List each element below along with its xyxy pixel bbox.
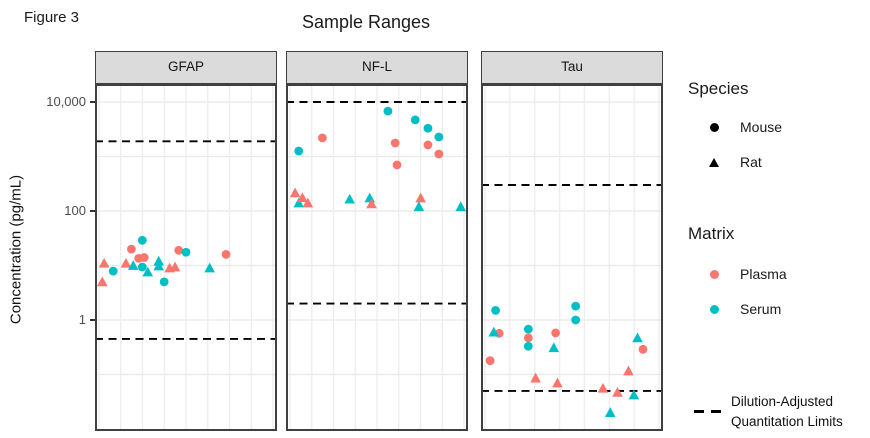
data-point bbox=[181, 247, 191, 257]
data-point bbox=[297, 192, 308, 203]
data-point bbox=[623, 365, 634, 376]
data-point bbox=[98, 257, 110, 268]
legend-item-quantitation-limits: Dilution-Adjusted Quantitation Limits bbox=[694, 392, 843, 431]
mouse-circle-icon bbox=[709, 122, 719, 132]
data-point bbox=[434, 132, 444, 142]
data-point bbox=[485, 356, 495, 365]
data-point bbox=[523, 341, 533, 351]
data-point bbox=[392, 160, 402, 170]
legend-item-label: Mouse bbox=[740, 119, 783, 135]
data-point bbox=[410, 115, 420, 125]
data-point bbox=[638, 344, 648, 354]
data-point bbox=[383, 106, 393, 116]
data-point bbox=[423, 140, 433, 150]
data-point bbox=[523, 324, 533, 334]
legend-item-label: Plasma bbox=[740, 266, 787, 282]
data-point bbox=[612, 386, 623, 397]
data-point bbox=[551, 328, 561, 338]
data-point bbox=[169, 261, 181, 272]
chart-title: Sample Ranges bbox=[301, 12, 431, 32]
rat-triangle-icon bbox=[709, 157, 719, 167]
data-point bbox=[127, 260, 139, 270]
data-point bbox=[120, 257, 132, 268]
plasma-marker-icon bbox=[709, 269, 719, 279]
legend-item-label: Serum bbox=[740, 301, 782, 317]
facet-panel-gfap bbox=[95, 84, 277, 431]
data-point bbox=[571, 315, 581, 325]
facet-strip-tau: Tau bbox=[481, 51, 663, 84]
legend-item-plasma: Plasma bbox=[700, 266, 787, 282]
data-point bbox=[137, 235, 147, 245]
data-point bbox=[413, 201, 425, 212]
legend-item-rat: Rat bbox=[700, 154, 762, 170]
data-point bbox=[318, 133, 327, 143]
data-point bbox=[108, 266, 118, 276]
y-axis-title: Concentration (pg/mL) bbox=[7, 174, 25, 325]
facet-panel-tau bbox=[481, 84, 663, 431]
data-point bbox=[302, 197, 314, 208]
data-point bbox=[204, 262, 215, 273]
data-point bbox=[294, 146, 304, 156]
legend-item-label: Dilution-Adjusted Quantitation Limits bbox=[731, 394, 843, 429]
facet-strip-nf-l: NF-L bbox=[286, 51, 468, 84]
matrix-legend-title: Matrix bbox=[688, 224, 735, 243]
data-point bbox=[604, 407, 616, 417]
data-point bbox=[491, 306, 500, 315]
data-point bbox=[628, 389, 640, 400]
data-point bbox=[142, 266, 154, 277]
data-point bbox=[96, 276, 108, 287]
data-point bbox=[366, 198, 377, 209]
figure-number-label: Figure 3 bbox=[24, 9, 80, 26]
y-tick-mark bbox=[90, 210, 95, 212]
data-point bbox=[548, 342, 560, 353]
data-point bbox=[423, 123, 433, 133]
facet-panel-nf-l bbox=[286, 84, 468, 431]
data-point bbox=[289, 187, 301, 198]
data-point bbox=[434, 149, 444, 159]
data-point bbox=[632, 332, 643, 343]
data-point bbox=[571, 301, 581, 311]
data-point bbox=[137, 262, 147, 272]
data-point bbox=[455, 201, 467, 212]
legend-item-serum: Serum bbox=[700, 301, 781, 317]
data-point bbox=[221, 249, 231, 259]
data-point bbox=[552, 377, 563, 388]
y-tick-mark bbox=[90, 319, 95, 321]
y-tick-label: 1 bbox=[78, 312, 86, 327]
facet-strip-gfap: GFAP bbox=[95, 51, 277, 84]
data-point bbox=[488, 326, 500, 337]
data-point bbox=[390, 138, 400, 148]
data-point bbox=[415, 192, 426, 203]
y-tick-label: 10,000 bbox=[46, 94, 86, 109]
legend-item-mouse: Mouse bbox=[700, 119, 782, 135]
data-point bbox=[597, 382, 609, 393]
y-tick-label: 100 bbox=[64, 203, 86, 218]
data-point bbox=[523, 333, 533, 343]
data-point bbox=[159, 277, 169, 287]
legend-item-label: Rat bbox=[740, 154, 762, 170]
dashed-line-icon bbox=[694, 410, 721, 413]
data-point bbox=[344, 193, 355, 204]
data-point bbox=[139, 253, 149, 262]
data-point bbox=[293, 197, 305, 208]
data-point bbox=[153, 260, 164, 271]
data-point bbox=[127, 244, 136, 254]
species-legend-title: Species bbox=[688, 79, 749, 98]
data-point bbox=[364, 192, 376, 203]
serum-marker-icon bbox=[709, 304, 719, 314]
data-point bbox=[530, 372, 541, 383]
y-tick-mark bbox=[90, 101, 95, 103]
data-point bbox=[174, 245, 184, 255]
